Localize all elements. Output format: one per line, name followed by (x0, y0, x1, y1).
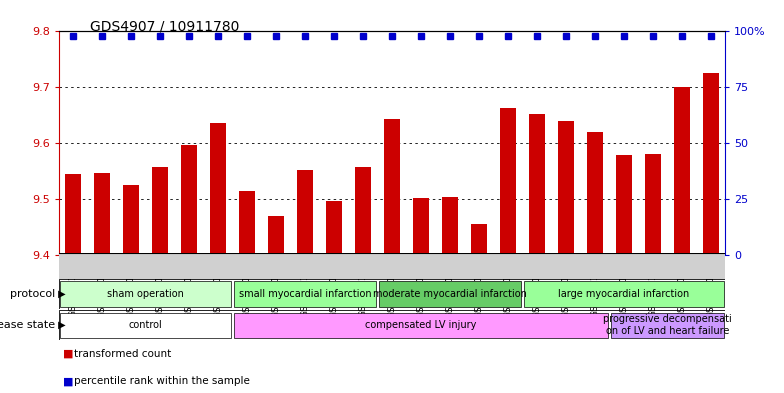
Text: ▶: ▶ (55, 289, 66, 299)
Text: ▶: ▶ (55, 320, 66, 330)
Text: small myocardial infarction: small myocardial infarction (239, 289, 372, 299)
Bar (117, 253, 146, 279)
Text: GDS4907 / 10911780: GDS4907 / 10911780 (90, 20, 240, 34)
Bar (493, 253, 522, 279)
Text: compensated LV injury: compensated LV injury (365, 320, 477, 330)
Bar (378, 253, 406, 279)
Text: disease state: disease state (0, 320, 55, 330)
Bar (500, 108, 516, 255)
Bar (152, 167, 169, 255)
Text: protocol: protocol (9, 289, 55, 299)
Bar (262, 253, 291, 279)
Bar (522, 253, 551, 279)
Bar (297, 170, 313, 255)
Bar (673, 88, 690, 255)
Bar (146, 253, 175, 279)
Bar (355, 167, 371, 255)
Bar (65, 174, 82, 255)
Bar (233, 253, 262, 279)
Text: moderate myocardial infarction: moderate myocardial infarction (373, 289, 527, 299)
Bar (210, 123, 226, 255)
Bar (558, 121, 574, 255)
Text: sham operation: sham operation (107, 289, 184, 299)
Bar (413, 198, 429, 255)
Bar (379, 281, 521, 307)
Bar (638, 253, 667, 279)
Bar (123, 185, 140, 255)
Bar (326, 200, 342, 255)
Text: ■: ■ (63, 349, 73, 359)
Bar (94, 173, 111, 255)
Bar (471, 224, 487, 255)
Bar (349, 253, 378, 279)
Bar (644, 154, 661, 255)
Bar (529, 114, 545, 255)
Text: large myocardial infarction: large myocardial infarction (558, 289, 689, 299)
Bar (442, 196, 458, 255)
Bar (60, 312, 231, 338)
Bar (696, 253, 725, 279)
Bar (464, 253, 493, 279)
Bar (60, 281, 231, 307)
Bar (667, 253, 696, 279)
Bar (702, 73, 719, 255)
Bar (204, 253, 233, 279)
Bar (384, 119, 400, 255)
Bar (611, 312, 724, 338)
Bar (615, 155, 632, 255)
Text: control: control (129, 320, 162, 330)
Bar (234, 312, 608, 338)
Bar (524, 281, 724, 307)
Bar (268, 216, 284, 255)
Bar (234, 281, 376, 307)
Text: percentile rank within the sample: percentile rank within the sample (74, 376, 250, 386)
Bar (406, 253, 435, 279)
Bar (181, 145, 197, 255)
Bar (587, 132, 603, 255)
Text: ■: ■ (63, 376, 73, 386)
Bar (551, 253, 580, 279)
Bar (239, 191, 255, 255)
Bar (175, 253, 204, 279)
Bar (59, 253, 88, 279)
Bar (609, 253, 638, 279)
Text: progressive decompensati
on of LV and heart failure: progressive decompensati on of LV and he… (603, 314, 731, 336)
Bar (320, 253, 349, 279)
Bar (435, 253, 464, 279)
Text: transformed count: transformed count (74, 349, 172, 359)
Bar (291, 253, 320, 279)
Bar (88, 253, 117, 279)
Bar (580, 253, 609, 279)
